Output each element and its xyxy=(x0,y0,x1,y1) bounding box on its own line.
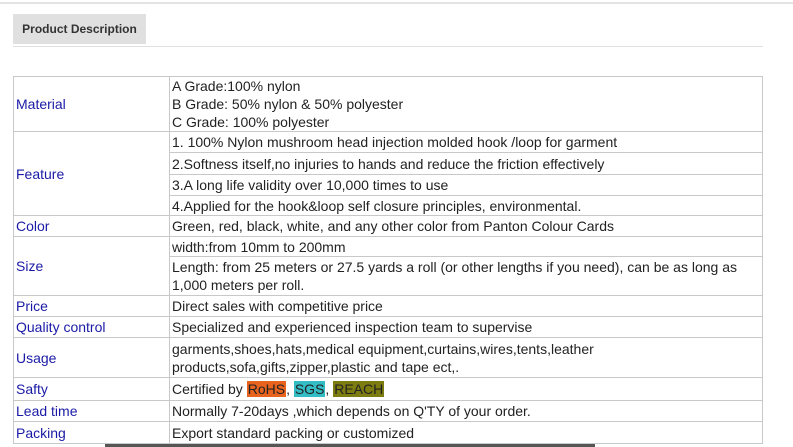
size-line: width:from 10mm to 200mm xyxy=(169,236,763,257)
usage-value: garments,shoes,hats,medical equipment,cu… xyxy=(169,337,763,378)
safty-value: Certified by RoHS, SGS, REACH xyxy=(169,377,763,401)
material-line: A Grade:100% nylon xyxy=(172,78,301,94)
row-label-safty: Safty xyxy=(13,377,170,401)
size-line: Length: from 25 meters or 27.5 yards a r… xyxy=(169,256,763,296)
row-label-color: Color xyxy=(13,215,170,237)
table-row: Lead time Normally 7-20days ,which depen… xyxy=(13,400,763,422)
product-spec-table: Material A Grade:100% nylon B Grade: 50%… xyxy=(13,76,763,444)
separator: , xyxy=(325,381,334,397)
feature-line: 3.A long life validity over 10,000 times… xyxy=(169,174,763,196)
material-line: C Grade: 100% polyester xyxy=(172,114,330,130)
table-row: Safty Certified by RoHS, SGS, REACH xyxy=(13,377,763,401)
row-label-quality: Quality control xyxy=(13,316,170,338)
cert-reach: REACH xyxy=(333,381,385,397)
table-row: Size width:from 10mm to 200mm xyxy=(13,236,763,296)
feature-line: 1. 100% Nylon mushroom head injection mo… xyxy=(169,131,763,153)
tab-divider xyxy=(13,46,763,47)
separator: , xyxy=(286,381,294,397)
row-label-price: Price xyxy=(13,295,170,317)
material-line: B Grade: 50% nylon & 50% polyester xyxy=(172,96,404,112)
color-value: Green, red, black, white, and any other … xyxy=(169,215,763,237)
row-label-material: Material xyxy=(13,76,170,132)
table-row: Feature 1. 100% Nylon mushroom head inje… xyxy=(13,131,763,216)
table-row: Color Green, red, black, white, and any … xyxy=(13,215,763,237)
quality-value: Specialized and experienced inspection t… xyxy=(169,316,763,338)
row-label-lead-time: Lead time xyxy=(13,400,170,422)
top-divider xyxy=(0,2,793,4)
table-row: Quality control Specialized and experien… xyxy=(13,316,763,338)
row-label-packing: Packing xyxy=(13,421,170,444)
feature-line: 2.Softness itself,no injuries to hands a… xyxy=(169,152,763,175)
horizontal-scrollbar[interactable] xyxy=(105,444,595,447)
lead-time-value: Normally 7-20days ,which depends on Q'TY… xyxy=(169,400,763,422)
packing-value: Export standard packing or customized xyxy=(169,421,763,444)
certified-prefix: Certified by xyxy=(172,381,247,397)
row-label-size: Size xyxy=(13,236,170,296)
material-value: A Grade:100% nylon B Grade: 50% nylon & … xyxy=(169,76,763,132)
row-label-feature: Feature xyxy=(13,131,170,216)
table-row: Material A Grade:100% nylon B Grade: 50%… xyxy=(13,76,763,132)
table-row: Packing Export standard packing or custo… xyxy=(13,421,763,444)
table-row: Price Direct sales with competitive pric… xyxy=(13,295,763,317)
tab-product-description[interactable]: Product Description xyxy=(13,14,146,44)
cert-sgs: SGS xyxy=(293,381,326,397)
price-value: Direct sales with competitive price xyxy=(169,295,763,317)
row-label-usage: Usage xyxy=(13,337,170,378)
table-row: Usage garments,shoes,hats,medical equipm… xyxy=(13,337,763,378)
feature-line: 4.Applied for the hook&loop self closure… xyxy=(169,195,763,216)
cert-rohs: RoHS xyxy=(246,381,287,397)
